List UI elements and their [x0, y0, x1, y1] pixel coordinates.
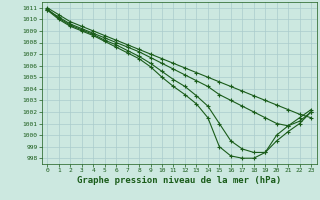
X-axis label: Graphe pression niveau de la mer (hPa): Graphe pression niveau de la mer (hPa): [77, 176, 281, 185]
